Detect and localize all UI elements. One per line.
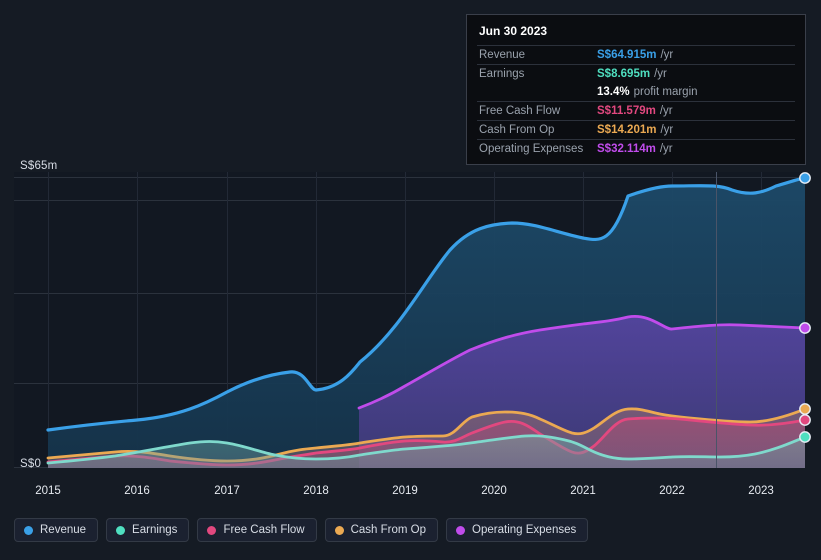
x-axis-tick-2016: 2016 bbox=[124, 485, 150, 497]
endpoint-revenue bbox=[799, 172, 811, 184]
tooltip-value-profit-margin: 13.4% bbox=[597, 86, 630, 98]
tooltip-value-cash-from-op: S$14.201m bbox=[597, 124, 657, 136]
tooltip-unit-earnings: /yr bbox=[654, 68, 667, 80]
endpoint-operating-expenses bbox=[799, 322, 811, 334]
tooltip-label-operating-expenses: Operating Expenses bbox=[479, 143, 584, 155]
tooltip-unit-free-cash-flow: /yr bbox=[659, 105, 673, 117]
series-line-revenue bbox=[46, 176, 805, 432]
legend-item-free-cash-flow[interactable]: Free Cash Flow bbox=[197, 518, 317, 542]
legend-dot-operating-expenses-icon bbox=[456, 525, 466, 535]
tooltip-value-operating-expenses: S$32.114m bbox=[597, 143, 656, 155]
series-area-earnings bbox=[48, 435, 805, 468]
x-axis-tick-2020: 2020 bbox=[481, 485, 507, 497]
legend-item-operating-expenses[interactable]: Operating Expenses bbox=[446, 518, 589, 542]
legend-dot-free-cash-flow-icon bbox=[207, 525, 217, 535]
tooltip-label-cash-from-op: Cash From Op bbox=[479, 124, 555, 136]
legend-dot-cash-from-op-icon bbox=[334, 525, 344, 535]
tooltip-unit-operating-expenses: /yr bbox=[659, 143, 673, 155]
tooltip-row-operating-expenses: Operating Expenses S$32.114m /yr bbox=[477, 139, 795, 158]
x-axis-tick-2022: 2022 bbox=[659, 485, 685, 497]
chart-legend: Revenue Earnings Free Cash Flow Cash Fro… bbox=[14, 518, 589, 542]
tooltip-value-free-cash-flow: S$11.579m bbox=[597, 105, 656, 117]
x-axis-tick-2017: 2017 bbox=[214, 485, 240, 497]
endpoint-earnings bbox=[799, 431, 811, 443]
legend-dot-earnings-icon bbox=[116, 525, 126, 535]
legend-label-free-cash-flow: Free Cash Flow bbox=[223, 524, 305, 536]
tooltip-label-revenue: Revenue bbox=[479, 49, 526, 61]
tooltip-row-free-cash-flow: Free Cash Flow S$11.579m /yr bbox=[477, 101, 795, 120]
legend-label-cash-from-op: Cash From Op bbox=[350, 524, 427, 536]
tooltip-label-earnings: Earnings bbox=[479, 68, 525, 80]
tooltip-value-earnings: S$8.695m bbox=[597, 68, 651, 80]
tooltip-unit-cash-from-op: /yr bbox=[660, 124, 674, 136]
tooltip-value-revenue: S$64.915m bbox=[597, 49, 657, 61]
legend-item-cash-from-op[interactable]: Cash From Op bbox=[324, 518, 439, 542]
tooltip-row-earnings: Earnings S$8.695m /yr bbox=[477, 64, 795, 83]
tooltip-label-free-cash-flow: Free Cash Flow bbox=[479, 105, 561, 117]
x-axis-tick-2023: 2023 bbox=[748, 485, 774, 497]
y-axis-min-label: S$0 bbox=[20, 458, 42, 470]
tooltip-unit-revenue: /yr bbox=[660, 49, 674, 61]
legend-item-revenue[interactable]: Revenue bbox=[14, 518, 99, 542]
series-line-operating-expenses bbox=[357, 315, 805, 410]
series-area-free-cash-flow bbox=[48, 418, 805, 468]
tooltip-row-profit-margin: 13.4% profit margin bbox=[477, 83, 795, 101]
endpoint-markers bbox=[799, 172, 811, 443]
legend-dot-revenue-icon bbox=[24, 525, 33, 535]
x-axis-tick-2015: 2015 bbox=[35, 485, 61, 497]
y-axis-max-label: S$65m bbox=[20, 160, 58, 172]
chart-tooltip: Jun 30 2023 Revenue S$64.915m /yr Earnin… bbox=[466, 14, 806, 165]
endpoint-free-cash-flow bbox=[799, 414, 811, 426]
legend-label-revenue: Revenue bbox=[40, 524, 87, 536]
series-line-earnings bbox=[46, 434, 805, 465]
tooltip-row-cash-from-op: Cash From Op S$14.201m /yr bbox=[477, 120, 795, 139]
endpoint-cash-from-op bbox=[799, 403, 811, 415]
x-axis-tick-2018: 2018 bbox=[303, 485, 329, 497]
tooltip-row-revenue: Revenue S$64.915m /yr bbox=[477, 45, 795, 64]
x-axis-tick-2021: 2021 bbox=[570, 485, 596, 497]
tooltip-text-profit-margin: profit margin bbox=[633, 86, 698, 98]
legend-item-earnings[interactable]: Earnings bbox=[106, 518, 190, 542]
x-axis-tick-2019: 2019 bbox=[392, 485, 418, 497]
legend-label-earnings: Earnings bbox=[132, 524, 178, 536]
tooltip-date: Jun 30 2023 bbox=[479, 24, 548, 38]
legend-label-operating-expenses: Operating Expenses bbox=[472, 524, 577, 536]
